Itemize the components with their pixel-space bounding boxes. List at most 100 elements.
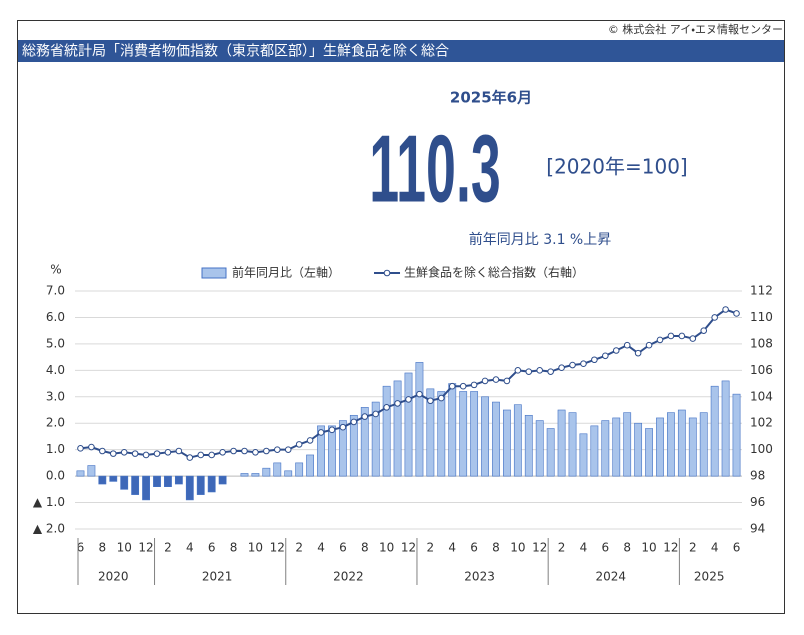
bar bbox=[251, 473, 260, 477]
index-marker bbox=[99, 447, 106, 455]
bar bbox=[492, 401, 500, 477]
index-marker bbox=[109, 450, 117, 457]
y2-tick-label: 98 bbox=[750, 469, 765, 483]
change: 前年同月比 3.1 %上昇 bbox=[469, 231, 611, 248]
y2-tick-label: 112 bbox=[750, 284, 773, 298]
x-tick-label: 8 bbox=[361, 541, 369, 555]
y2-tick-label: 96 bbox=[750, 495, 765, 509]
bar bbox=[732, 393, 741, 477]
index-marker bbox=[634, 349, 642, 357]
index-marker bbox=[536, 367, 544, 374]
bar bbox=[109, 475, 118, 482]
index-marker bbox=[580, 360, 587, 368]
y-tick-label: 0.0 bbox=[46, 469, 65, 483]
year-label: 2023 bbox=[464, 570, 495, 584]
x-tick-label: 10 bbox=[510, 541, 525, 555]
bar bbox=[415, 362, 424, 477]
index-marker bbox=[142, 451, 150, 459]
bar bbox=[535, 420, 544, 477]
index-marker bbox=[525, 368, 533, 375]
index-marker bbox=[394, 400, 401, 407]
bar bbox=[196, 475, 205, 495]
x-tick-label: 4 bbox=[448, 541, 456, 555]
x-tick-label: 10 bbox=[641, 541, 656, 555]
y-tick-label: 1.0 bbox=[46, 442, 65, 456]
index-marker bbox=[591, 356, 598, 364]
x-tick-label: 8 bbox=[99, 541, 107, 555]
bar bbox=[240, 473, 249, 477]
index-marker bbox=[241, 447, 248, 455]
index-marker bbox=[678, 332, 686, 340]
x-tick-label: 2 bbox=[164, 541, 172, 555]
copyright: © 株式会社 アイ・エヌ情報センター bbox=[608, 22, 783, 36]
x-tick-label: 2 bbox=[295, 541, 303, 555]
y2-tick-label: 100 bbox=[750, 442, 773, 456]
bar bbox=[338, 420, 347, 477]
index-marker bbox=[263, 447, 270, 455]
bar bbox=[721, 380, 730, 477]
bar bbox=[142, 475, 150, 501]
y-tick-label: 3.0 bbox=[46, 389, 65, 403]
index-marker bbox=[503, 377, 511, 385]
index-marker bbox=[317, 429, 325, 436]
x-tick-label: 6 bbox=[208, 541, 216, 555]
bar bbox=[174, 475, 183, 485]
index-marker bbox=[427, 397, 434, 405]
index-marker bbox=[383, 404, 390, 411]
bar bbox=[470, 391, 479, 477]
index-marker bbox=[208, 451, 215, 459]
x-tick-label: 2 bbox=[558, 541, 566, 555]
index-marker bbox=[339, 423, 347, 431]
index-marker bbox=[612, 347, 620, 354]
bar bbox=[382, 385, 391, 477]
x-tick-label: 6 bbox=[470, 541, 478, 555]
x-tick-label: 8 bbox=[230, 541, 238, 555]
legend-label: 生鮮食品を除く総合指数（右軸） bbox=[404, 265, 584, 280]
x-tick-label: 4 bbox=[186, 541, 194, 555]
bar bbox=[568, 412, 577, 477]
x-tick-label: 10 bbox=[379, 541, 394, 555]
index-marker bbox=[722, 306, 729, 313]
bar bbox=[262, 467, 271, 477]
index-marker bbox=[372, 410, 379, 418]
x-tick-label: 8 bbox=[492, 541, 500, 555]
y2-tick-label: 108 bbox=[750, 336, 773, 350]
y-tick-label: 6.0 bbox=[46, 310, 65, 324]
bar bbox=[667, 412, 675, 477]
bar bbox=[153, 475, 161, 487]
bar bbox=[513, 404, 522, 477]
index-marker bbox=[230, 447, 237, 455]
index-marker bbox=[416, 390, 423, 398]
index-marker bbox=[295, 441, 303, 448]
x-tick-label: 12 bbox=[401, 541, 416, 555]
x-tick-label: 6 bbox=[339, 541, 347, 555]
legend-label: 前年同月比（左軸） bbox=[232, 265, 340, 280]
x-tick-label: 2 bbox=[427, 541, 435, 555]
index-marker bbox=[186, 454, 194, 461]
bar bbox=[295, 462, 304, 477]
bar bbox=[185, 475, 194, 501]
title: 総務省統計局「消費者物価指数（東京都区部）」生鮮食品を除く総合 bbox=[22, 44, 449, 60]
bar bbox=[645, 428, 653, 477]
index-marker bbox=[470, 381, 478, 389]
bar bbox=[284, 470, 293, 477]
bar bbox=[393, 380, 402, 477]
y-tick-label: ▲ 1.0 bbox=[33, 495, 65, 509]
bar bbox=[601, 420, 610, 477]
index-marker bbox=[164, 449, 172, 456]
bar bbox=[437, 391, 446, 477]
year-label: 2024 bbox=[596, 570, 627, 584]
index-marker bbox=[361, 413, 369, 420]
index-marker bbox=[153, 450, 161, 457]
bar bbox=[164, 475, 172, 487]
index-marker bbox=[492, 376, 500, 383]
index-marker bbox=[547, 368, 554, 375]
bar bbox=[710, 385, 719, 477]
y-unit: % bbox=[50, 263, 61, 277]
year-label: 2020 bbox=[98, 570, 129, 584]
x-tick-label: 8 bbox=[623, 541, 631, 555]
index-marker bbox=[667, 332, 675, 340]
index-marker bbox=[558, 364, 565, 371]
x-tick-label: 4 bbox=[317, 541, 325, 555]
